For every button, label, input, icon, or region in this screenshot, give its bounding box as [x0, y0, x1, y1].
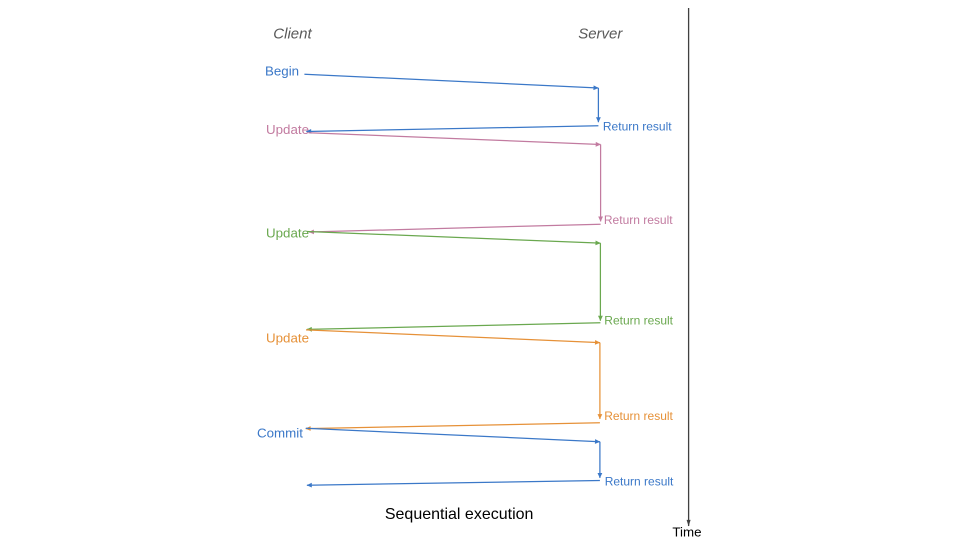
- svg-text:Return result: Return result: [604, 314, 673, 328]
- svg-text:Update: Update: [266, 122, 309, 137]
- svg-text:Update: Update: [266, 331, 309, 346]
- svg-text:Time: Time: [672, 525, 701, 540]
- svg-text:Sequential execution: Sequential execution: [385, 506, 534, 523]
- svg-text:Return result: Return result: [605, 474, 674, 488]
- svg-text:Commit: Commit: [257, 426, 303, 441]
- svg-text:Return result: Return result: [604, 409, 673, 423]
- svg-text:Client: Client: [273, 25, 312, 42]
- svg-text:Return result: Return result: [603, 119, 672, 133]
- svg-text:Update: Update: [266, 226, 309, 241]
- svg-text:Return result: Return result: [604, 213, 673, 227]
- svg-text:Server: Server: [578, 25, 623, 42]
- svg-text:Begin: Begin: [265, 64, 299, 79]
